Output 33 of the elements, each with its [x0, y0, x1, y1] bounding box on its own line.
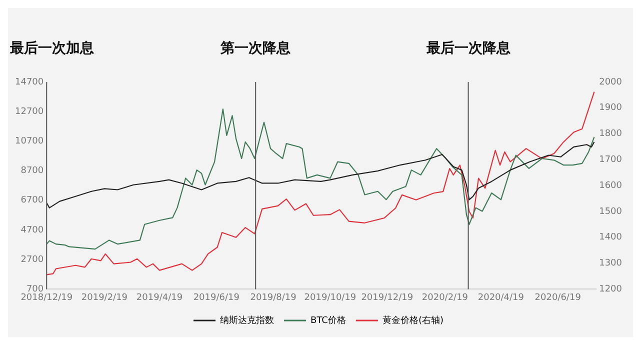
ref-line-label: 最后一次降息: [425, 40, 512, 57]
y2-tick-label: 1200: [599, 284, 622, 295]
legend-label: BTC价格: [310, 314, 346, 326]
y-tick-label: 12700: [14, 106, 44, 117]
y-tick-label: 2700: [20, 254, 44, 265]
x-tick-label: 2020/2/19: [422, 292, 468, 303]
y2-tick-label: 1500: [599, 206, 622, 217]
y2-tick-label: 1300: [599, 258, 622, 269]
ref-line-label: 最后一次加息: [9, 40, 95, 57]
x-tick-label: 2020/6/19: [534, 292, 582, 303]
x-tick-label: 2019/2/19: [81, 292, 128, 303]
y-tick-label: 700: [26, 284, 44, 295]
legend-label: 黄金价格(右轴): [382, 314, 444, 326]
y2-tick-label: 2000: [599, 77, 622, 88]
x-tick-label: 2019/4/19: [136, 292, 183, 303]
y2-tick-label: 1400: [599, 232, 622, 243]
x-tick-label: 2020/4/19: [478, 292, 524, 303]
y2-tick-label: 1800: [599, 129, 622, 140]
x-tick-label: 2019/10/19: [304, 292, 356, 303]
y-tick-label: 4700: [20, 225, 44, 236]
x-tick-label: 2019/8/19: [250, 292, 297, 303]
y-tick-label: 8700: [20, 166, 44, 176]
y2-tick-label: 1600: [599, 180, 622, 191]
y2-tick-label: 1700: [599, 155, 622, 166]
x-tick-label: 2019/12/19: [361, 292, 414, 303]
x-tick-label: 2019/6/19: [193, 292, 240, 303]
y2-tick-label: 1900: [599, 103, 622, 114]
y-tick-label: 10700: [14, 136, 44, 147]
legend-label: 纳斯达克指数: [220, 314, 274, 326]
ref-line-label: 第一次降息: [220, 40, 292, 57]
y-tick-label: 6700: [20, 196, 44, 206]
y-tick-label: 14700: [14, 77, 44, 88]
x-tick-label: 2018/12/19: [20, 292, 73, 303]
